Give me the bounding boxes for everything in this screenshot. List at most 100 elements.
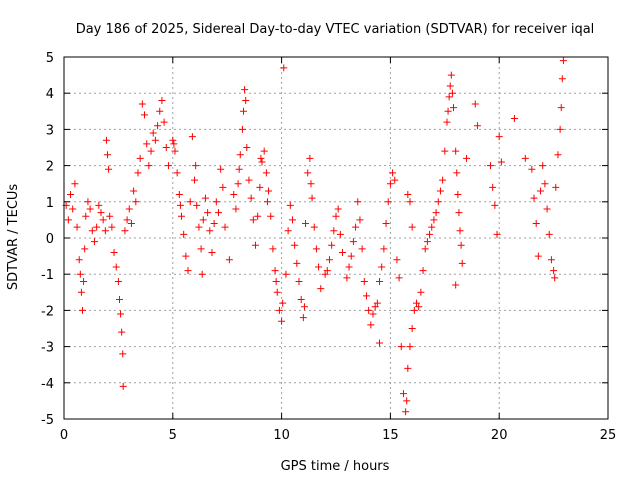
y-tick-label: 2 bbox=[46, 160, 54, 175]
data-point bbox=[286, 201, 294, 209]
data-point bbox=[195, 223, 203, 231]
data-point bbox=[456, 227, 464, 235]
x-tick-label: 5 bbox=[169, 428, 177, 443]
data-point bbox=[558, 75, 566, 83]
y-tick-label: 3 bbox=[46, 123, 54, 138]
data-point bbox=[304, 169, 312, 177]
data-point bbox=[251, 241, 259, 249]
data-point bbox=[186, 198, 194, 206]
data-point bbox=[69, 205, 77, 213]
data-point bbox=[378, 263, 386, 271]
data-point bbox=[269, 245, 277, 253]
data-point bbox=[317, 285, 325, 293]
data-point bbox=[178, 212, 186, 220]
x-tick-label: 10 bbox=[273, 428, 290, 443]
plot-frame bbox=[63, 56, 609, 420]
data-point bbox=[243, 144, 251, 151]
data-points bbox=[62, 57, 567, 416]
data-point bbox=[550, 267, 558, 275]
data-point bbox=[291, 241, 299, 249]
y-tick-label: 0 bbox=[46, 232, 54, 247]
data-point bbox=[198, 270, 206, 278]
data-point bbox=[455, 209, 463, 217]
data-point bbox=[77, 288, 85, 296]
data-point bbox=[382, 220, 390, 228]
data-point bbox=[534, 252, 542, 260]
data-point bbox=[173, 169, 181, 177]
data-point bbox=[373, 299, 381, 307]
data-point bbox=[408, 325, 416, 332]
data-point bbox=[201, 194, 209, 202]
data-point bbox=[295, 277, 303, 285]
data-point bbox=[64, 216, 72, 224]
data-point bbox=[369, 310, 377, 318]
data-point bbox=[199, 216, 207, 224]
data-point bbox=[130, 187, 138, 195]
data-point bbox=[471, 100, 479, 108]
x-tick-label: 25 bbox=[600, 428, 617, 443]
data-point bbox=[279, 299, 287, 307]
data-point bbox=[247, 194, 255, 202]
x-tick-label: 0 bbox=[60, 428, 68, 443]
data-point bbox=[434, 198, 442, 206]
data-point bbox=[121, 227, 129, 235]
data-point bbox=[78, 306, 86, 314]
data-point bbox=[273, 288, 281, 296]
data-point bbox=[473, 122, 481, 130]
data-point bbox=[443, 118, 451, 126]
data-point bbox=[75, 256, 83, 264]
data-point bbox=[384, 198, 392, 206]
data-point bbox=[260, 147, 268, 155]
data-point bbox=[537, 187, 545, 195]
data-point bbox=[112, 263, 120, 271]
data-point bbox=[399, 390, 407, 398]
data-point bbox=[371, 303, 379, 311]
data-point bbox=[403, 397, 411, 405]
data-point bbox=[362, 292, 370, 300]
data-point bbox=[114, 277, 122, 285]
data-point bbox=[93, 223, 101, 231]
data-point bbox=[240, 107, 248, 115]
data-point bbox=[88, 227, 96, 235]
data-point bbox=[282, 270, 290, 278]
data-point bbox=[397, 343, 405, 351]
data-point bbox=[306, 154, 314, 162]
data-point bbox=[325, 256, 333, 264]
data-point bbox=[138, 100, 146, 108]
data-point bbox=[315, 263, 323, 271]
y-tick-label: -5 bbox=[41, 413, 54, 428]
data-point bbox=[105, 165, 113, 173]
data-point bbox=[457, 241, 465, 249]
y-tick-label: -3 bbox=[41, 341, 54, 356]
data-point bbox=[493, 230, 501, 238]
data-point bbox=[439, 176, 447, 184]
data-point bbox=[158, 96, 166, 104]
data-point bbox=[191, 176, 199, 184]
data-point bbox=[171, 147, 179, 155]
data-point bbox=[321, 270, 329, 278]
x-tick-label: 20 bbox=[491, 428, 508, 443]
data-point bbox=[302, 220, 310, 228]
data-point bbox=[402, 408, 410, 416]
data-point bbox=[225, 256, 233, 264]
data-point bbox=[356, 216, 364, 224]
data-point bbox=[436, 187, 444, 195]
data-point bbox=[188, 133, 196, 141]
data-point bbox=[556, 125, 564, 133]
data-point bbox=[97, 209, 105, 217]
data-point bbox=[149, 129, 157, 137]
data-point bbox=[406, 343, 414, 351]
data-point bbox=[430, 216, 438, 224]
data-point bbox=[123, 216, 131, 224]
data-point bbox=[176, 201, 184, 209]
data-point bbox=[235, 165, 243, 173]
data-point bbox=[419, 267, 427, 275]
data-point bbox=[376, 277, 384, 285]
data-point bbox=[170, 140, 178, 148]
data-point bbox=[136, 154, 144, 162]
data-point bbox=[551, 274, 559, 282]
y-tick-label: -4 bbox=[41, 377, 54, 392]
data-point bbox=[82, 212, 90, 220]
data-point bbox=[554, 151, 562, 159]
